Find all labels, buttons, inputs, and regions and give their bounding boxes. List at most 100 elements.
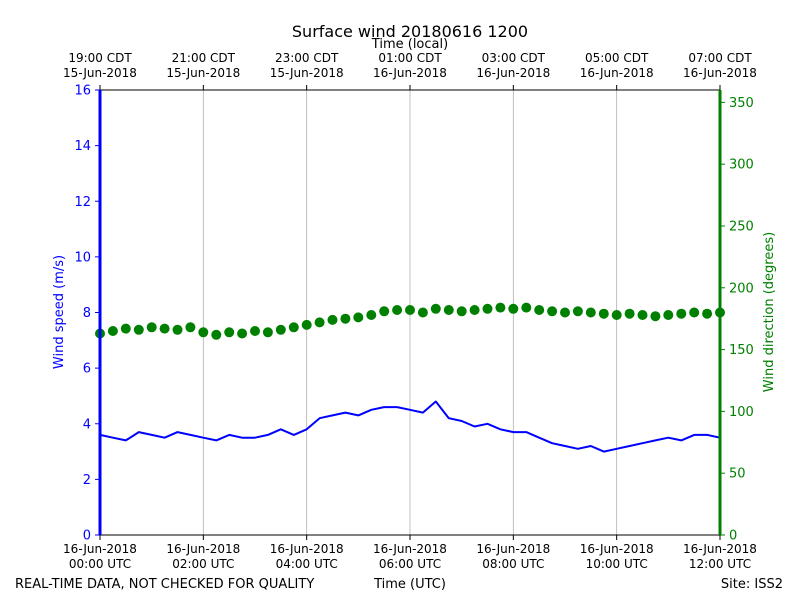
x-tick-time-2: 04:00 UTC — [276, 557, 338, 571]
site-label: Site: ISS2 — [721, 577, 783, 592]
wind-direction-point-30 — [482, 303, 493, 314]
top-tick-time-0: 19:00 CDT — [68, 51, 132, 65]
top-axis-label: Time (local) — [371, 37, 448, 52]
wind-direction-point-45 — [676, 308, 687, 319]
wind-direction-point-3 — [133, 324, 144, 335]
top-tick-date-2: 15-Jun-2018 — [270, 66, 344, 80]
wind-direction-point-16 — [301, 319, 312, 330]
wind-direction-point-39 — [598, 308, 609, 319]
wind-direction-point-40 — [611, 310, 622, 320]
top-tick-time-6: 07:00 CDT — [688, 51, 752, 65]
wind-direction-point-26 — [430, 303, 441, 314]
wind-direction-point-9 — [211, 329, 222, 340]
y-tick-label-14: 14 — [74, 139, 91, 154]
top-tick-date-6: 16-Jun-2018 — [683, 66, 757, 80]
top-tick-date-4: 16-Jun-2018 — [476, 66, 550, 80]
wind-direction-point-28 — [456, 306, 467, 317]
x-tick-date-1: 16-Jun-2018 — [166, 542, 240, 556]
wind-direction-point-1 — [107, 326, 118, 336]
x-tick-date-4: 16-Jun-2018 — [476, 542, 550, 556]
y2-tick-label-300: 300 — [729, 158, 754, 173]
wind-direction-point-14 — [275, 324, 286, 335]
wind-direction-point-12 — [250, 326, 260, 336]
wind-direction-point-31 — [495, 302, 506, 313]
wind-direction-point-6 — [172, 324, 183, 335]
wind-direction-point-42 — [637, 310, 648, 320]
x-tick-time-4: 08:00 UTC — [482, 557, 544, 571]
wind-direction-point-34 — [534, 305, 545, 315]
wind-direction-point-17 — [314, 317, 325, 328]
wind-direction-point-7 — [185, 322, 196, 333]
x-tick-time-6: 12:00 UTC — [689, 557, 751, 571]
wind-direction-point-24 — [405, 305, 415, 315]
top-tick-date-1: 15-Jun-2018 — [166, 66, 240, 80]
y2-tick-label-0: 0 — [729, 529, 737, 544]
wind-speed-series — [99, 400, 721, 453]
wind-direction-point-11 — [237, 328, 248, 339]
wind-direction-point-44 — [663, 310, 674, 320]
y-tick-label-8: 8 — [83, 306, 91, 321]
wind-direction-point-38 — [585, 307, 596, 318]
wind-direction-point-19 — [340, 313, 351, 324]
wind-direction-point-23 — [392, 305, 403, 315]
x-tick-time-3: 06:00 UTC — [379, 557, 441, 571]
y2-tick-label-350: 350 — [729, 96, 754, 111]
y2-tick-label-250: 250 — [729, 219, 754, 234]
wind-direction-point-15 — [288, 322, 299, 333]
top-tick-date-3: 16-Jun-2018 — [373, 66, 447, 80]
top-tick-date-0: 15-Jun-2018 — [63, 66, 137, 80]
y2-tick-label-100: 100 — [729, 405, 754, 420]
left-axis-ticks: 0 2 4 6 8 10 12 14 16 — [74, 84, 100, 544]
wind-direction-point-21 — [366, 310, 377, 320]
x-tick-date-2: 16-Jun-2018 — [270, 542, 344, 556]
wind-direction-point-46 — [689, 307, 700, 318]
y2-axis-label: Wind direction (degrees) — [762, 232, 777, 392]
wind-direction-point-18 — [327, 314, 338, 325]
chart-title: Surface wind 20180616 1200 — [292, 22, 528, 41]
wind-direction-point-10 — [224, 327, 235, 338]
wind-direction-point-2 — [120, 323, 131, 334]
x-axis-label: Time (UTC) — [373, 577, 446, 592]
quality-note: REAL-TIME DATA, NOT CHECKED FOR QUALITY — [15, 577, 314, 592]
x-tick-date-6: 16-Jun-2018 — [683, 542, 757, 556]
y-tick-label-10: 10 — [74, 250, 91, 265]
wind-direction-point-8 — [198, 327, 209, 338]
top-tick-time-4: 03:00 CDT — [482, 51, 546, 65]
wind-direction-point-47 — [702, 308, 713, 319]
x-tick-time-5: 10:00 UTC — [586, 557, 648, 571]
y2-tick-label-150: 150 — [729, 343, 754, 358]
wind-direction-point-43 — [650, 311, 661, 322]
y-tick-label-12: 12 — [74, 195, 91, 210]
wind-direction-point-35 — [547, 306, 558, 317]
top-tick-date-5: 16-Jun-2018 — [580, 66, 654, 80]
x-tick-time-1: 02:00 UTC — [172, 557, 234, 571]
top-tick-time-3: 01:00 CDT — [378, 51, 442, 65]
wind-speed-line — [99, 400, 721, 453]
x-tick-date-5: 16-Jun-2018 — [580, 542, 654, 556]
top-tick-time-2: 23:00 CDT — [275, 51, 339, 65]
wind-direction-point-37 — [572, 306, 583, 317]
wind-direction-point-32 — [508, 303, 519, 314]
wind-direction-point-20 — [353, 312, 364, 323]
y-tick-label-6: 6 — [83, 362, 91, 377]
top-tick-time-5: 05:00 CDT — [585, 51, 649, 65]
wind-direction-point-5 — [159, 323, 170, 334]
wind-direction-point-27 — [443, 305, 454, 315]
wind-direction-point-41 — [624, 308, 635, 319]
top-tick-time-1: 21:00 CDT — [172, 51, 236, 65]
y2-tick-label-200: 200 — [729, 281, 754, 296]
wind-direction-point-22 — [379, 306, 390, 317]
wind-direction-point-33 — [521, 302, 532, 313]
wind-direction-point-29 — [469, 305, 480, 315]
x-tick-date-3: 16-Jun-2018 — [373, 542, 447, 556]
wind-direction-point-36 — [560, 307, 570, 318]
wind-direction-point-13 — [262, 327, 273, 338]
y-tick-label-16: 16 — [74, 84, 91, 99]
wind-direction-point-4 — [146, 322, 157, 333]
y2-tick-label-50: 50 — [729, 467, 746, 482]
right-axis-ticks: 0 50 100 150 200 250 300 350 — [720, 96, 754, 544]
wind-direction-series — [95, 302, 725, 340]
y-axis-label: Wind speed (m/s) — [52, 255, 67, 369]
